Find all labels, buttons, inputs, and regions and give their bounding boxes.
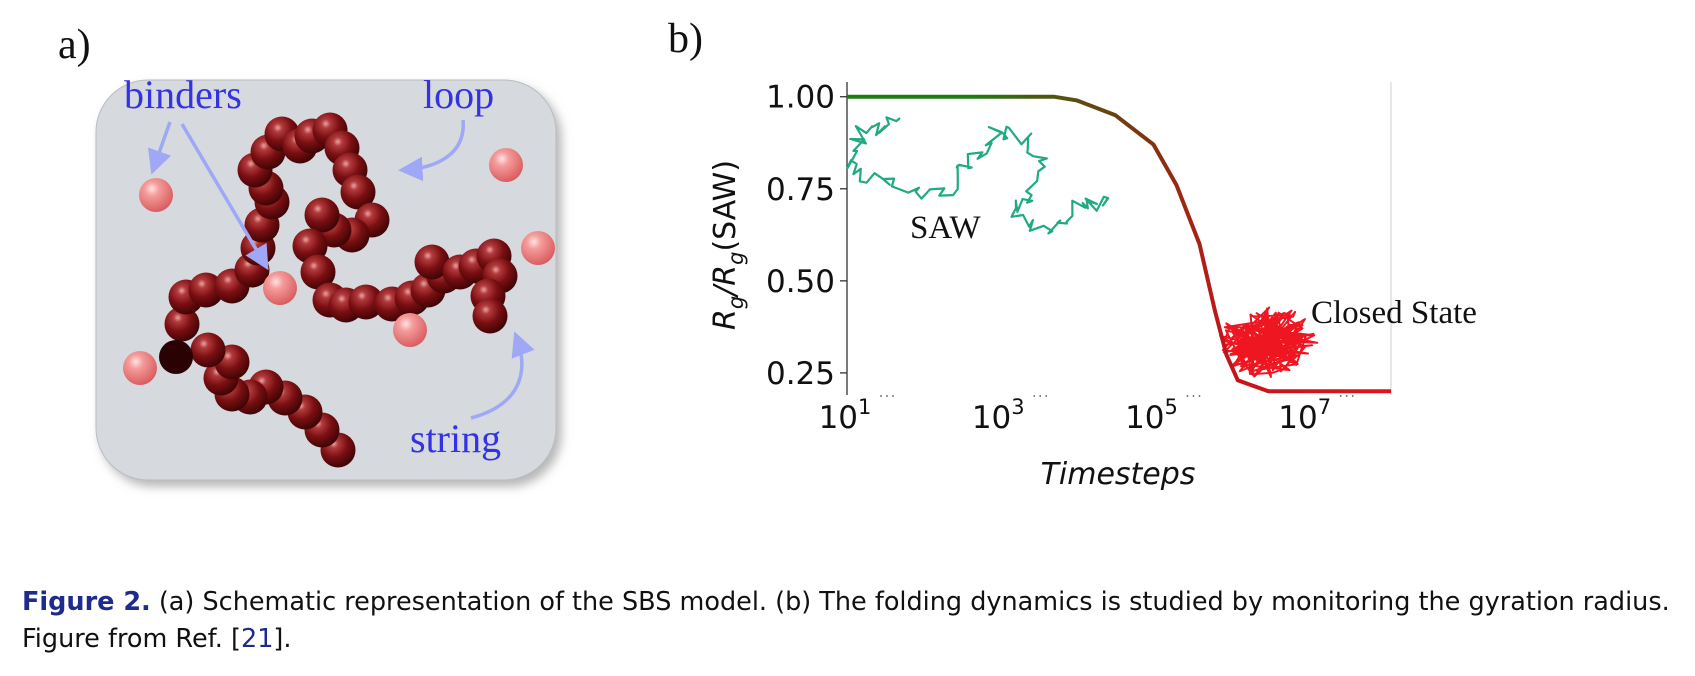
x-minor-tick [1045,395,1048,397]
annotation-closed-state: Closed State [1311,295,1477,331]
panel-b: b) 1.000.750.500.25 101 103 105 107 Rg/Rg(S… [668,16,1477,492]
x-tick-label: 107 [1278,395,1331,436]
y-label-tail: (SAW) [708,160,743,252]
figure-caption: Figure 2. (a) Schematic representation o… [22,584,1682,658]
panel-a-label: a) [58,22,91,68]
binder-particle [123,351,157,385]
x-tick-label: 103 [972,395,1025,436]
caption-line1: (a) Schematic representation of the SBS … [150,587,1670,617]
polymer-chain [159,112,518,468]
x-tick-label: 101 [819,395,872,436]
caption-ref-link[interactable]: 21 [240,624,274,654]
binder-particle [263,271,297,305]
chain-bead [348,284,384,320]
x-minor-tick [1039,395,1042,397]
x-minor-tick [880,395,882,397]
binder-particle [521,231,555,265]
chain-bead [414,244,450,280]
panel-b-label: b) [668,16,703,62]
chain-bead [164,306,200,342]
binder-particle [489,148,523,182]
arrow-string [470,331,535,420]
label-binders: binders [124,72,242,117]
closed-state-conformation [1219,306,1319,378]
x-minor-tick [1186,395,1189,397]
y-tick-label: 1.00 [766,80,835,116]
y-label-sub2: g [724,252,748,265]
chain-bead [190,332,226,368]
x-minor-tick [1345,395,1348,397]
x-ticks: 101 103 105 107 [819,395,1354,436]
y-tick-label: 0.75 [766,172,835,208]
series-rg-ratio-line [847,94,1391,394]
chain-bead [340,174,376,210]
chain-bead [304,197,340,233]
annotation-saw: SAW [910,210,982,246]
chain-bead [188,272,224,308]
label-loop: loop [423,72,494,117]
chain-bead [300,254,336,290]
y-axis-label: Rg/Rg(SAW) [708,160,748,330]
x-axis-label: Timesteps [1041,457,1196,492]
binder-particle [139,178,173,212]
chain-bead [159,340,193,374]
x-minor-tick [892,395,894,397]
x-minor-tick [1033,395,1036,397]
y-ticks: 1.00 0.75 0.50 0.25 [766,80,847,392]
panel-a: a) binders loop string [58,22,557,481]
label-string: string [410,416,501,461]
y-tick-label: 0.25 [766,356,835,392]
y-tick-label: 0.50 [766,264,835,300]
y-label-r1: R [708,309,743,330]
caption-line2-pre: Figure from Ref. [ [22,624,241,654]
x-minor-tick [886,395,888,397]
caption-figure-label: Figure 2. [22,587,151,617]
chain-bead [472,298,508,334]
arrow-binders-right [180,123,269,271]
x-minor-tick [1351,395,1354,397]
arrow-binders-left [147,121,172,175]
x-minor-tick [1339,395,1342,397]
saw-conformation [846,116,1110,235]
binder-particles [123,148,555,385]
annotation-arrows [147,119,535,420]
y-label-r2: /R [708,265,743,299]
y-label-sub1: g [724,296,748,309]
x-minor-tick [1198,395,1201,397]
x-minor-tick [1192,395,1195,397]
arrow-loop [398,119,465,182]
x-tick-label: 105 [1125,395,1178,436]
caption-line2-post: ]. [273,624,292,654]
binder-particle [393,313,427,347]
